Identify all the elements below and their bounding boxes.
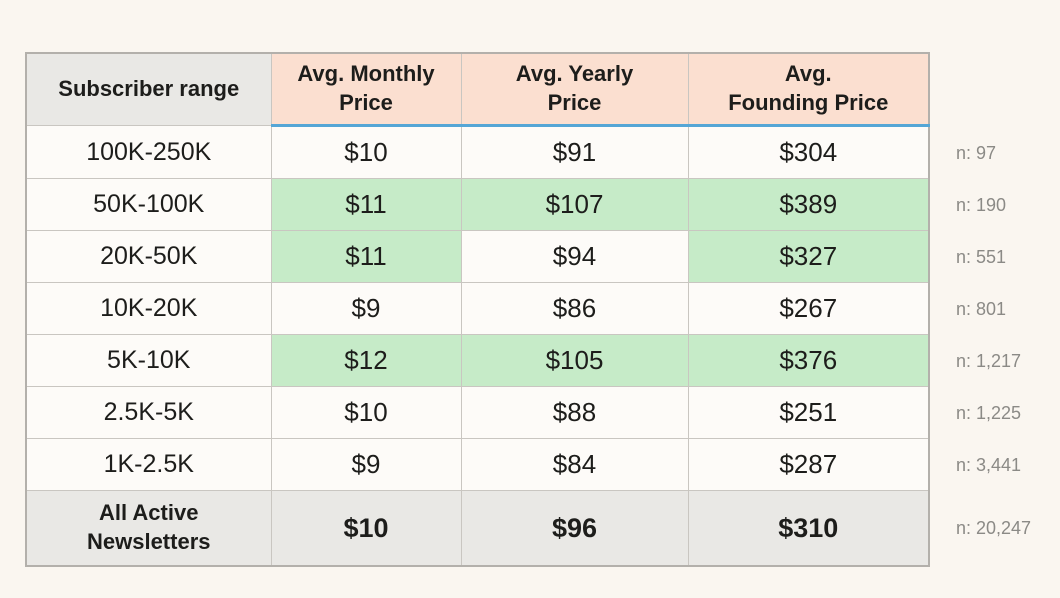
sample-size-label: n: 3,441 xyxy=(956,454,1022,475)
cell-monthly-price: $11 xyxy=(270,178,462,231)
cell-monthly-price: $9 xyxy=(270,282,462,335)
header-label: Avg. xyxy=(784,61,832,87)
cell-monthly-price: $10 xyxy=(270,125,462,179)
table-row: 100K-250K $10 $91 $304 xyxy=(25,125,930,179)
cell-yearly-price: $91 xyxy=(460,125,689,179)
cell-founding-price: $287 xyxy=(687,438,930,491)
cell-yearly-price: $88 xyxy=(460,386,689,439)
header-label: Avg. Monthly xyxy=(297,61,435,87)
header-label: Avg. Yearly xyxy=(515,61,634,87)
cell-subscriber-range: 10K-20K xyxy=(25,282,272,335)
sample-size-column: n: 97 n: 190 n: 551 n: 801 n: 1,217 n: 1… xyxy=(956,127,1031,566)
cell-founding-price: $327 xyxy=(687,230,930,283)
cell-yearly-price: $86 xyxy=(460,282,689,335)
cell-yearly-price-total: $96 xyxy=(460,490,689,567)
cell-founding-price: $304 xyxy=(687,125,930,179)
cell-subscriber-range: 2.5K-5K xyxy=(25,386,272,439)
cell-subscriber-range: 5K-10K xyxy=(25,334,272,387)
header-avg-monthly-price: Avg. Monthly Price xyxy=(270,52,462,127)
sample-size-label: n: 1,217 xyxy=(956,350,1022,371)
totals-row: All Active Newsletters $10 $96 $310 xyxy=(25,490,930,567)
sample-size-label: n: 801 xyxy=(956,298,1007,319)
cell-founding-price: $376 xyxy=(687,334,930,387)
cell-founding-price: $389 xyxy=(687,178,930,231)
cell-founding-price: $267 xyxy=(687,282,930,335)
cell-subscriber-range: 20K-50K xyxy=(25,230,272,283)
cell-founding-price: $251 xyxy=(687,386,930,439)
table-row: 5K-10K $12 $105 $376 xyxy=(25,334,930,387)
cell-yearly-price: $94 xyxy=(460,230,689,283)
cell-subscriber-range: 100K-250K xyxy=(25,125,272,179)
cell-monthly-price: $9 xyxy=(270,438,462,491)
cell-monthly-price: $12 xyxy=(270,334,462,387)
header-subscriber-range: Subscriber range xyxy=(25,52,272,126)
cell-subscriber-range: 1K-2.5K xyxy=(25,438,272,491)
cell-subscriber-range: 50K-100K xyxy=(25,178,272,231)
cell-monthly-price: $11 xyxy=(270,230,462,283)
sample-size-label: n: 551 xyxy=(956,246,1007,267)
header-label: Subscriber range xyxy=(58,76,240,102)
cell-yearly-price: $105 xyxy=(460,334,689,387)
sample-size-label: n: 190 xyxy=(956,194,1007,215)
cell-monthly-price-total: $10 xyxy=(270,490,462,567)
cell-yearly-price: $84 xyxy=(460,438,689,491)
cell-founding-price-total: $310 xyxy=(687,490,930,567)
cell-yearly-price: $107 xyxy=(460,178,689,231)
newsletter-pricing-table: Subscriber range Avg. Monthly Price Avg. … xyxy=(25,52,930,567)
table-row: 10K-20K $9 $86 $267 xyxy=(25,282,930,335)
header-row: Subscriber range Avg. Monthly Price Avg. … xyxy=(25,52,930,127)
sample-size-label: n: 97 xyxy=(956,142,997,163)
cell-monthly-price: $10 xyxy=(270,386,462,439)
table-row: 2.5K-5K $10 $88 $251 xyxy=(25,386,930,439)
table-row: 20K-50K $11 $94 $327 xyxy=(25,230,930,283)
header-avg-founding-price: Avg. Founding Price xyxy=(687,52,930,127)
header-avg-yearly-price: Avg. Yearly Price xyxy=(460,52,689,127)
cell-all-active-newsletters: All Active Newsletters xyxy=(25,490,272,567)
sample-size-label-total: n: 20,247 xyxy=(956,518,1032,538)
table-row: 1K-2.5K $9 $84 $287 xyxy=(25,438,930,491)
sample-size-label: n: 1,225 xyxy=(956,402,1022,423)
table-row: 50K-100K $11 $107 $389 xyxy=(25,178,930,231)
